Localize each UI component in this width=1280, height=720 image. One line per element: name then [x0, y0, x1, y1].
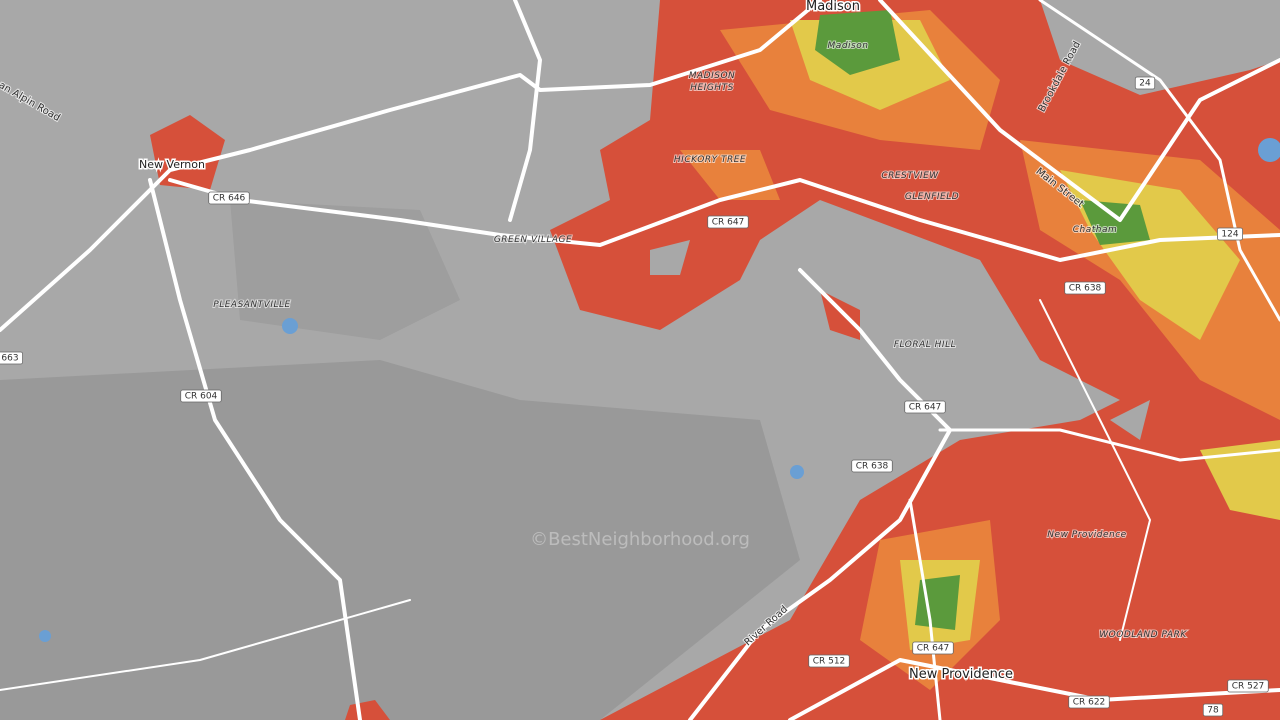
place-label: GREEN VILLAGE	[494, 235, 572, 245]
place-label: WOODLAND PARK	[1099, 630, 1187, 640]
place-label: Madison	[828, 41, 869, 51]
shield-label: 124	[1221, 230, 1238, 240]
shield-label: 663	[1, 354, 18, 364]
shield-label: CR 604	[185, 392, 218, 402]
shield-label: CR 647	[712, 218, 745, 228]
shield-label: CR 622	[1073, 698, 1106, 708]
shield-label: CR 527	[1232, 682, 1265, 692]
land-patches	[0, 200, 800, 720]
shield-label: CR 638	[1069, 284, 1102, 294]
shield-box	[0, 351, 23, 365]
shield-label: CR 638	[856, 462, 889, 472]
place-labels: Madison Madison MADISON HEIGHTS HICKORY …	[138, 0, 1188, 684]
shield-label: 78	[1207, 706, 1219, 716]
shield-box	[1202, 703, 1224, 717]
road-shields: 24 124 CR 638 CR 647 CR 638 CR 646 CR 647 663 CR…	[0, 76, 1269, 717]
shield-box	[1227, 679, 1269, 693]
shield-label: CR 647	[909, 403, 942, 413]
shield-box	[1064, 281, 1106, 295]
place-label: FLORAL HILL	[894, 340, 956, 350]
shield-box	[808, 654, 850, 668]
shield-label: 24	[1139, 79, 1151, 89]
place-label: GLENFIELD	[905, 192, 959, 202]
shield-box	[1134, 76, 1156, 90]
place-label: Chatham	[1073, 225, 1118, 235]
shield-box	[707, 215, 749, 229]
place-label: MADISON	[689, 71, 736, 81]
place-label: HEIGHTS	[690, 83, 734, 93]
place-label: PLEASANTVILLE	[213, 300, 290, 310]
place-label: Madison	[806, 0, 860, 14]
shield-box	[208, 191, 250, 205]
shield-box	[180, 389, 222, 403]
place-label: New Vernon	[139, 158, 205, 171]
shield-box	[1217, 227, 1243, 241]
shield-box	[904, 400, 946, 414]
shield-box	[912, 641, 954, 655]
heat-areas	[150, 0, 1280, 720]
shield-label: CR 512	[813, 657, 846, 667]
shield-label: CR 646	[213, 194, 246, 204]
shield-label: CR 647	[917, 644, 950, 654]
place-label: CRESTVIEW	[881, 171, 939, 181]
water	[39, 138, 1280, 642]
place-label: New Providence	[1047, 530, 1126, 540]
place-label: HICKORY TREE	[674, 155, 746, 165]
shield-box	[851, 459, 893, 473]
place-label: New Providence	[909, 667, 1013, 682]
watermark: ©BestNeighborhood.org	[530, 529, 750, 550]
shield-box	[1068, 695, 1110, 709]
